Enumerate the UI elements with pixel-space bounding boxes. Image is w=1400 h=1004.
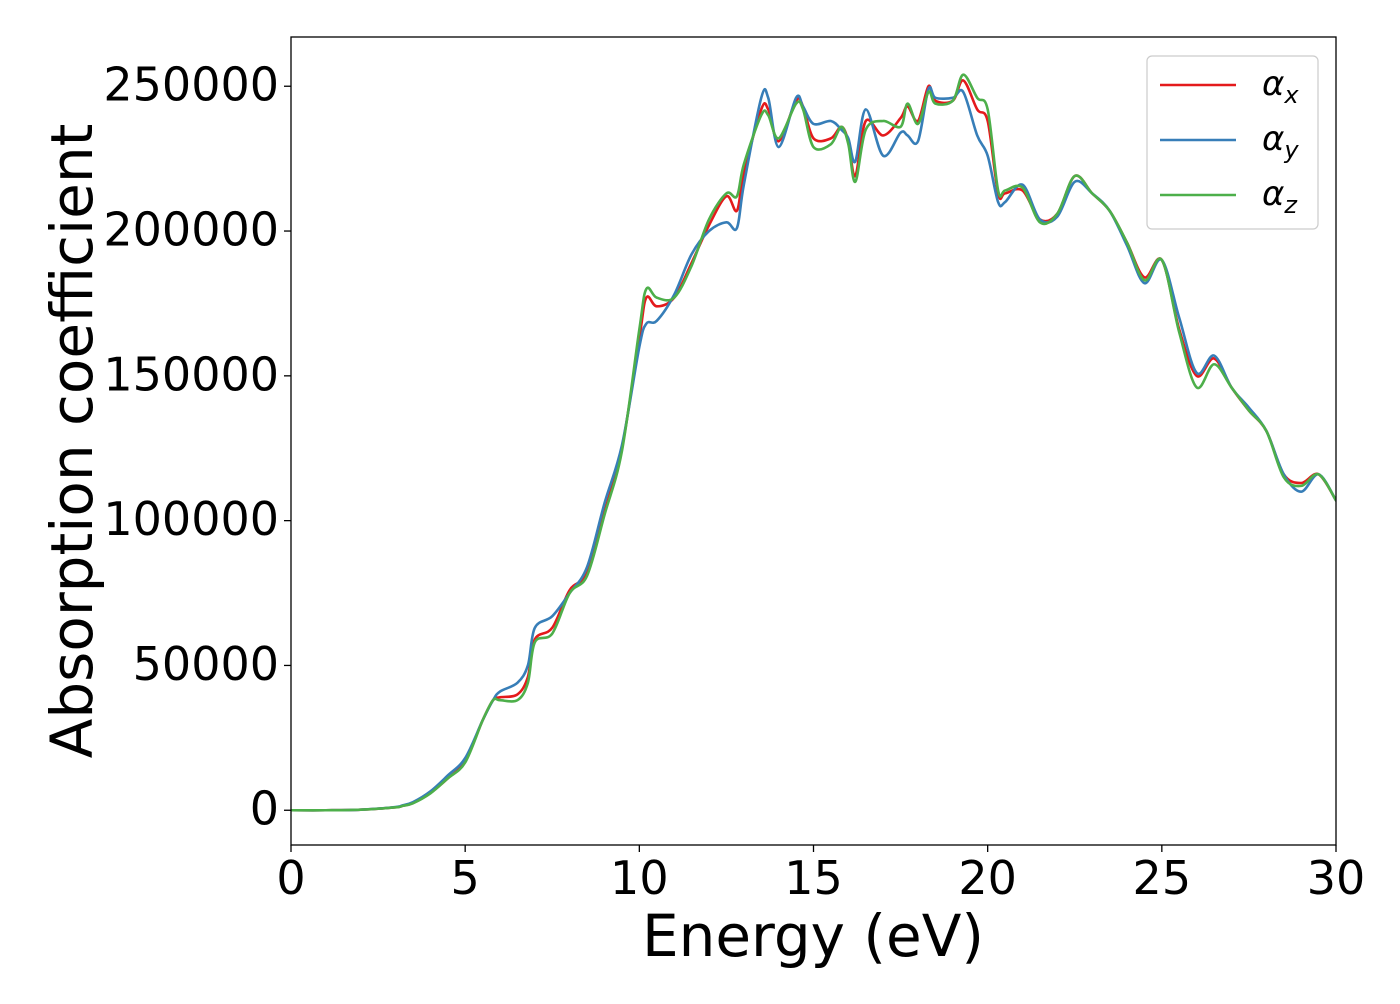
y-tick-label: 250000: [103, 58, 279, 112]
series-line-z: [291, 73, 1336, 812]
x-tick-label: 10: [610, 851, 669, 905]
x-axis-title: Energy (eV): [642, 902, 984, 970]
x-tick-label: 30: [1307, 851, 1366, 905]
x-tick-label: 20: [958, 851, 1017, 905]
ticks-layer: 0 5 10 15 20 25 30 0 50000 100000 150000 200000 2500…: [103, 58, 1365, 905]
y-tick-label: 100000: [103, 492, 279, 546]
legend-box: [1146, 55, 1319, 230]
y-tick-label: 200000: [103, 203, 279, 257]
x-tick-label: 25: [1133, 851, 1192, 905]
y-tick-label: 150000: [103, 347, 279, 401]
y-tick-label: 50000: [133, 637, 279, 691]
x-tick-label: 15: [784, 851, 843, 905]
legend-label-x: αx: [1262, 64, 1299, 109]
series-layer: [291, 73, 1336, 812]
x-tick-label: 5: [451, 851, 480, 905]
y-tick-label: 0: [250, 782, 279, 836]
y-axis-title: Absorption coefficient: [38, 124, 106, 759]
x-tick-label: 0: [276, 851, 305, 905]
